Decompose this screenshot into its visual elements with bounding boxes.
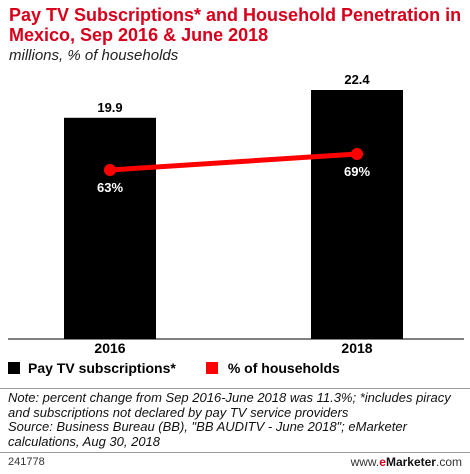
bar	[64, 117, 156, 339]
legend-swatch-line	[205, 362, 220, 374]
x-tick-label: 2018	[341, 340, 372, 356]
brand-prefix: www.	[350, 455, 380, 469]
legend-swatch-bar	[8, 362, 20, 374]
x-tick-label: 2016	[94, 340, 125, 356]
line-point	[104, 164, 116, 176]
brand-main: Marketer	[385, 455, 436, 469]
line-series	[109, 151, 358, 173]
chart-note: Note: percent change from Sep 2016-June …	[8, 390, 463, 449]
legend-item-subscriptions: Pay TV subscriptions*	[8, 360, 176, 376]
chart-legend: Pay TV subscriptions* % of households	[8, 360, 370, 376]
divider	[0, 388, 470, 389]
brand-suffix: .com	[435, 455, 462, 469]
note-text: Note: percent change from Sep 2016-June …	[8, 390, 451, 420]
brand-logo: www.eMarketer.com	[351, 455, 462, 469]
line-value-label: 69%	[344, 164, 370, 179]
footer-divider	[0, 452, 470, 453]
brand-e: e	[379, 455, 386, 469]
bar-value-label: 22.4	[344, 72, 370, 87]
chart-id: 241778	[8, 456, 45, 468]
chart-plot: 19.9 2016 22.4 2018 63% 69%	[8, 72, 464, 356]
source-text: Source: Business Bureau (BB), "BB AUDITV…	[8, 419, 407, 449]
line-value-label: 63%	[97, 180, 123, 195]
bar-value-label: 19.9	[97, 100, 122, 115]
bar	[311, 90, 403, 339]
chart-title: Pay TV Subscriptions* and Household Pene…	[9, 5, 462, 45]
line-point	[351, 148, 363, 160]
legend-item-households: % of households	[205, 360, 340, 376]
legend-label-households: % of households	[227, 360, 340, 376]
legend-label-subscriptions: Pay TV subscriptions*	[28, 360, 176, 376]
chart-subtitle: millions, % of households	[9, 47, 179, 64]
